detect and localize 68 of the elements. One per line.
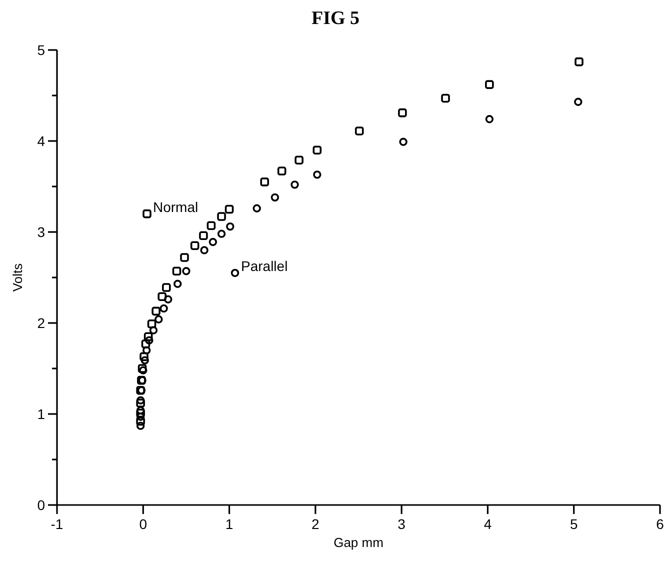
point xyxy=(294,156,304,165)
y-tick-label: 1 xyxy=(37,406,46,422)
point xyxy=(574,57,584,66)
y-tick-label: 2 xyxy=(37,314,46,331)
x-tick-label: 3 xyxy=(398,516,406,532)
x-tick-label: -1 xyxy=(50,516,64,532)
point xyxy=(149,326,158,334)
point xyxy=(136,416,145,426)
point xyxy=(180,253,189,262)
y-axis-title: Volts xyxy=(10,262,25,292)
point xyxy=(140,356,149,364)
chart-title: FIG 5 xyxy=(311,8,360,29)
point xyxy=(136,398,145,408)
point xyxy=(485,80,494,89)
point xyxy=(354,126,364,136)
x-tick-label: 0 xyxy=(139,516,148,532)
x-tick-label: 1 xyxy=(225,516,234,532)
point xyxy=(141,340,150,348)
legend-label: Normal xyxy=(153,198,198,215)
point xyxy=(398,108,407,118)
point xyxy=(138,364,147,373)
x-tick-label: 5 xyxy=(570,516,578,532)
legend-label: Parallel xyxy=(241,258,288,274)
x-axis-title: Gap mm xyxy=(334,535,384,550)
y-tick-label: 5 xyxy=(37,42,46,58)
point xyxy=(142,346,151,354)
point xyxy=(313,170,322,179)
point xyxy=(208,238,218,246)
point xyxy=(162,283,171,292)
point xyxy=(140,352,148,362)
point xyxy=(290,180,299,189)
point xyxy=(147,320,156,328)
point xyxy=(312,146,322,154)
point xyxy=(574,98,582,106)
point xyxy=(190,241,200,250)
y-tick-label: 0 xyxy=(37,496,46,513)
point xyxy=(441,94,450,103)
x-tick-label: 2 xyxy=(312,516,320,532)
x-tick-label: 4 xyxy=(484,516,492,532)
point xyxy=(145,336,154,344)
point xyxy=(399,138,408,146)
point xyxy=(224,204,234,214)
point xyxy=(277,166,286,176)
point xyxy=(136,396,145,404)
point xyxy=(226,222,234,231)
point xyxy=(217,212,226,221)
point xyxy=(152,306,160,316)
point xyxy=(160,304,168,313)
point xyxy=(260,178,270,186)
point xyxy=(252,204,261,212)
x-tick-label: 6 xyxy=(656,516,664,532)
point xyxy=(164,295,172,304)
point xyxy=(182,267,190,276)
point xyxy=(206,221,216,230)
point xyxy=(154,315,163,324)
point xyxy=(199,231,208,240)
point xyxy=(217,230,226,238)
point xyxy=(144,332,153,342)
point xyxy=(172,266,182,276)
point xyxy=(174,280,182,288)
point xyxy=(270,193,280,202)
point xyxy=(139,366,148,374)
y-tick-label: 3 xyxy=(37,224,46,240)
point xyxy=(158,292,166,302)
point xyxy=(200,246,208,254)
y-tick-label: 4 xyxy=(37,132,46,149)
point xyxy=(136,422,145,430)
point xyxy=(485,115,494,124)
